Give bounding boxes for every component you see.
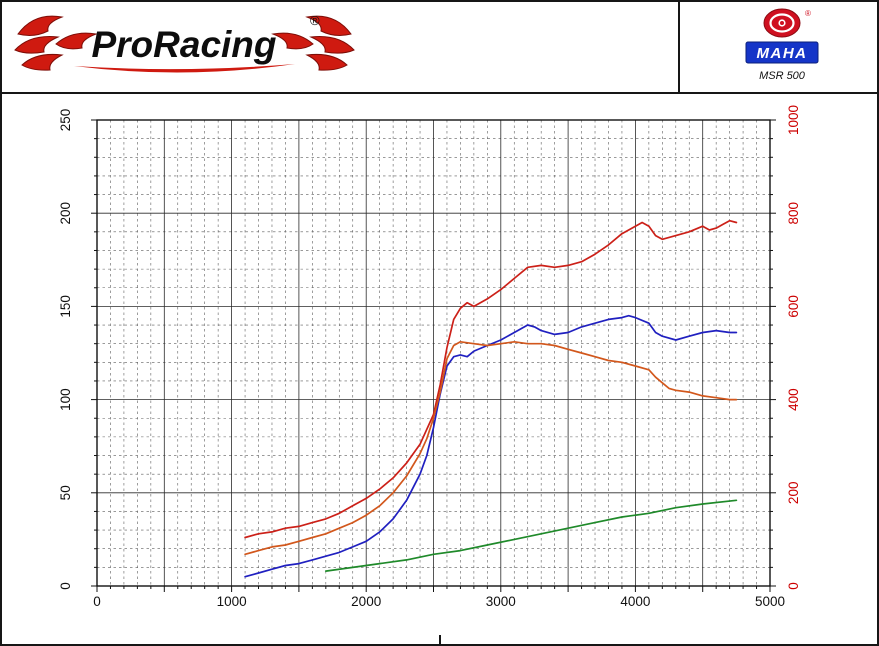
dyno-chart: 0 1000 2000 3000 4000 50000501001502002500200… — [58, 105, 801, 609]
maha-logo: ® MAHA MSR 500 — [694, 6, 870, 88]
svg-text:4000: 4000 — [620, 594, 650, 609]
y-left-labels: 0 50 100 150 200 250 — [58, 109, 73, 590]
maha-registered-mark: ® — [805, 9, 811, 18]
svg-text:3000: 3000 — [486, 594, 516, 609]
maha-wordmark-plate — [745, 41, 819, 64]
bottom-center-tick — [439, 635, 441, 644]
svg-text:150: 150 — [58, 295, 73, 318]
svg-text:1000: 1000 — [217, 594, 247, 609]
proracing-registered-mark: ® — [310, 13, 320, 28]
svg-text:0: 0 — [58, 582, 73, 590]
flame-left-icon — [14, 15, 97, 71]
axis-ticks — [91, 119, 776, 592]
flame-underline-swoosh — [74, 64, 295, 73]
curve-green-line — [324, 499, 738, 572]
svg-text:600: 600 — [786, 295, 801, 318]
grid-major — [97, 120, 770, 586]
curve-red-line — [244, 219, 738, 539]
svg-text:0: 0 — [93, 594, 101, 609]
svg-text:50: 50 — [58, 485, 73, 500]
svg-text:0: 0 — [786, 582, 801, 590]
curve-orange-line — [244, 340, 738, 556]
svg-text:100: 100 — [58, 388, 73, 411]
x-axis-labels: 0 1000 2000 3000 4000 5000 — [93, 594, 785, 609]
maha-model-label: MSR 500 — [759, 70, 806, 82]
svg-text:200: 200 — [58, 202, 73, 225]
svg-text:200: 200 — [786, 482, 801, 505]
header: ProRacing ® ® MAHA MSR 500 — [2, 2, 877, 94]
svg-text:400: 400 — [786, 388, 801, 411]
series-curves — [244, 219, 738, 578]
y-right-labels: 0 200 400 600 800 1000 — [786, 105, 801, 590]
maha-logo-graphic: ® MAHA MSR 500 — [745, 8, 819, 82]
svg-text:250: 250 — [58, 109, 73, 132]
proracing-wordmark: ProRacing — [91, 24, 276, 65]
proracing-logo: ProRacing ® — [12, 10, 357, 85]
svg-text:800: 800 — [786, 202, 801, 225]
chart-area: 0 1000 2000 3000 4000 5000 0 50 100 150 200 250 0 200… — [2, 94, 877, 642]
proracing-logo-graphic: ProRacing ® — [14, 13, 355, 73]
header-vertical-divider — [678, 2, 680, 92]
maha-emblem-icon — [763, 8, 801, 38]
curve-blue-line — [244, 314, 738, 578]
maha-wordmark: MAHA — [757, 45, 808, 62]
svg-text:1000: 1000 — [786, 105, 801, 135]
svg-text:5000: 5000 — [755, 594, 785, 609]
svg-text:2000: 2000 — [351, 594, 381, 609]
